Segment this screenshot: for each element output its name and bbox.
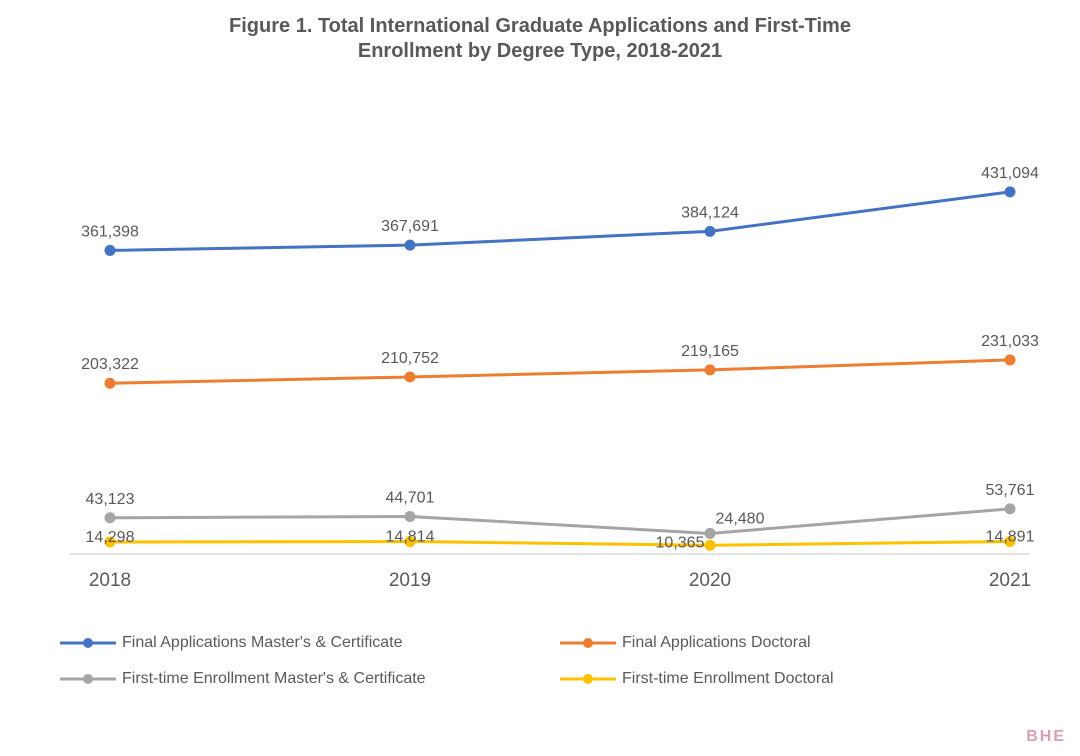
series-marker-app_masters <box>405 240 416 251</box>
legend-item-app_doctoral: Final Applications Doctoral <box>560 634 1020 652</box>
series-marker-enr_masters <box>405 511 416 522</box>
data-label-enr_masters: 43,123 <box>86 491 135 508</box>
x-axis-label: 2019 <box>389 570 431 591</box>
series-line-enr_masters <box>110 509 1010 534</box>
line-chart-svg: 2018 2019 2020 2021 361,398 367,691 384,124 431… <box>40 74 1040 614</box>
chart-title-line1: Figure 1. Total International Graduate A… <box>229 15 851 37</box>
series-line-app_masters <box>110 192 1010 251</box>
data-label-app_masters: 431,094 <box>981 165 1039 182</box>
legend-item-enr_doctoral: First-time Enrollment Doctoral <box>560 670 1020 688</box>
x-axis-label: 2018 <box>89 570 131 591</box>
legend-label: First-time Enrollment Doctoral <box>622 670 834 688</box>
series-marker-app_doctoral <box>705 364 716 375</box>
data-label-app_doctoral: 203,322 <box>81 356 139 373</box>
data-label-enr_doctoral: 14,298 <box>86 529 135 546</box>
x-axis-label: 2020 <box>689 570 731 591</box>
data-label-app_masters: 361,398 <box>81 223 139 240</box>
series-marker-app_masters <box>105 245 116 256</box>
watermark: BHE <box>1026 728 1066 746</box>
data-label-app_doctoral: 231,033 <box>981 333 1039 350</box>
series-line-app_doctoral <box>110 360 1010 383</box>
data-label-enr_doctoral: 10,365 <box>656 534 705 551</box>
legend-item-enr_masters: First-time Enrollment Master's & Certifi… <box>60 670 520 688</box>
data-label-enr_doctoral: 14,814 <box>386 529 435 546</box>
legend-swatch <box>560 636 616 650</box>
data-label-app_doctoral: 210,752 <box>381 350 439 367</box>
data-label-enr_masters: 24,480 <box>716 510 765 527</box>
legend-label: Final Applications Master's & Certificat… <box>122 634 403 652</box>
data-label-app_doctoral: 219,165 <box>681 343 739 360</box>
series-marker-enr_masters <box>105 512 116 523</box>
data-label-app_masters: 384,124 <box>681 204 739 221</box>
series-marker-enr_doctoral <box>705 540 716 551</box>
data-label-enr_masters: 44,701 <box>386 489 435 506</box>
legend-label: Final Applications Doctoral <box>622 634 811 652</box>
series-marker-enr_masters <box>705 528 716 539</box>
legend-item-app_masters: Final Applications Master's & Certificat… <box>60 634 520 652</box>
legend-swatch <box>560 672 616 686</box>
data-label-enr_doctoral: 14,891 <box>986 528 1035 545</box>
legend-label: First-time Enrollment Master's & Certifi… <box>122 670 426 688</box>
legend-swatch <box>60 636 116 650</box>
legend: Final Applications Master's & Certificat… <box>60 634 1020 688</box>
watermark-text: BHE <box>1026 728 1066 745</box>
series-marker-app_doctoral <box>1005 354 1016 365</box>
data-label-app_masters: 367,691 <box>381 218 439 235</box>
chart-title-line2: Enrollment by Degree Type, 2018-2021 <box>358 40 722 62</box>
series-marker-app_masters <box>1005 186 1016 197</box>
series-marker-app_masters <box>705 226 716 237</box>
series-line-enr_doctoral <box>110 541 1010 545</box>
chart-area: 2018 2019 2020 2021 361,398 367,691 384,124 431… <box>40 74 1040 614</box>
series-marker-app_doctoral <box>405 371 416 382</box>
data-label-enr_masters: 53,761 <box>986 482 1035 499</box>
series-marker-app_doctoral <box>105 378 116 389</box>
series-marker-enr_masters <box>1005 503 1016 514</box>
legend-swatch <box>60 672 116 686</box>
x-axis-label: 2021 <box>989 570 1031 591</box>
chart-title: Figure 1. Total International Graduate A… <box>0 0 1080 64</box>
